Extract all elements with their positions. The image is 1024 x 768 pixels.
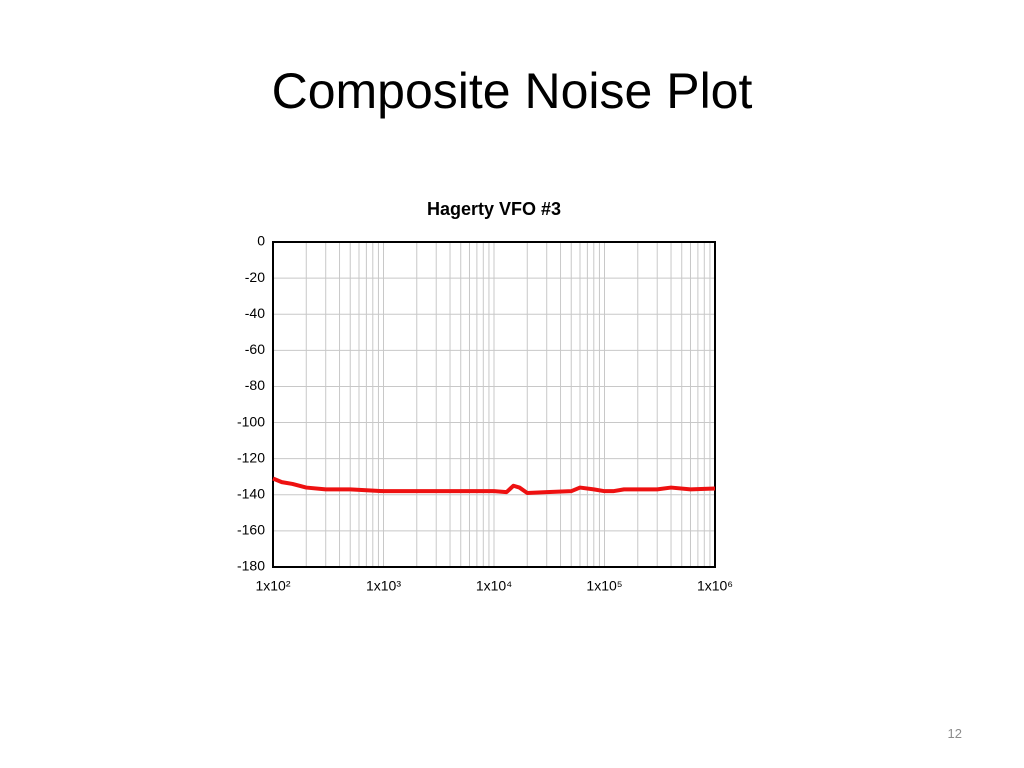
x-tick-label: 1x10⁶	[697, 578, 733, 594]
y-tick-label: -60	[245, 341, 265, 357]
slide-title: Composite Noise Plot	[271, 63, 753, 119]
y-tick-label: -20	[245, 269, 265, 285]
plot-frame	[272, 241, 716, 568]
x-tick-label: 1x10³	[366, 578, 401, 594]
y-tick-label: -100	[237, 413, 265, 429]
y-tick-label: -120	[237, 449, 265, 465]
slide-number: 12	[947, 726, 962, 741]
y-tick-label: 0	[257, 233, 265, 249]
y-tick-label: -80	[245, 377, 265, 393]
x-tick-label: 1x10²	[255, 578, 290, 594]
x-tick-label: 1x10⁴	[476, 578, 512, 594]
y-tick-label: -180	[237, 558, 265, 574]
y-tick-label: -40	[245, 305, 265, 321]
x-tick-label: 1x10⁵	[586, 578, 622, 594]
y-tick-label: -140	[237, 485, 265, 501]
data-line	[272, 476, 716, 495]
y-tick-label: -160	[237, 522, 265, 538]
chart-title: Hagerty VFO #3	[427, 199, 561, 219]
